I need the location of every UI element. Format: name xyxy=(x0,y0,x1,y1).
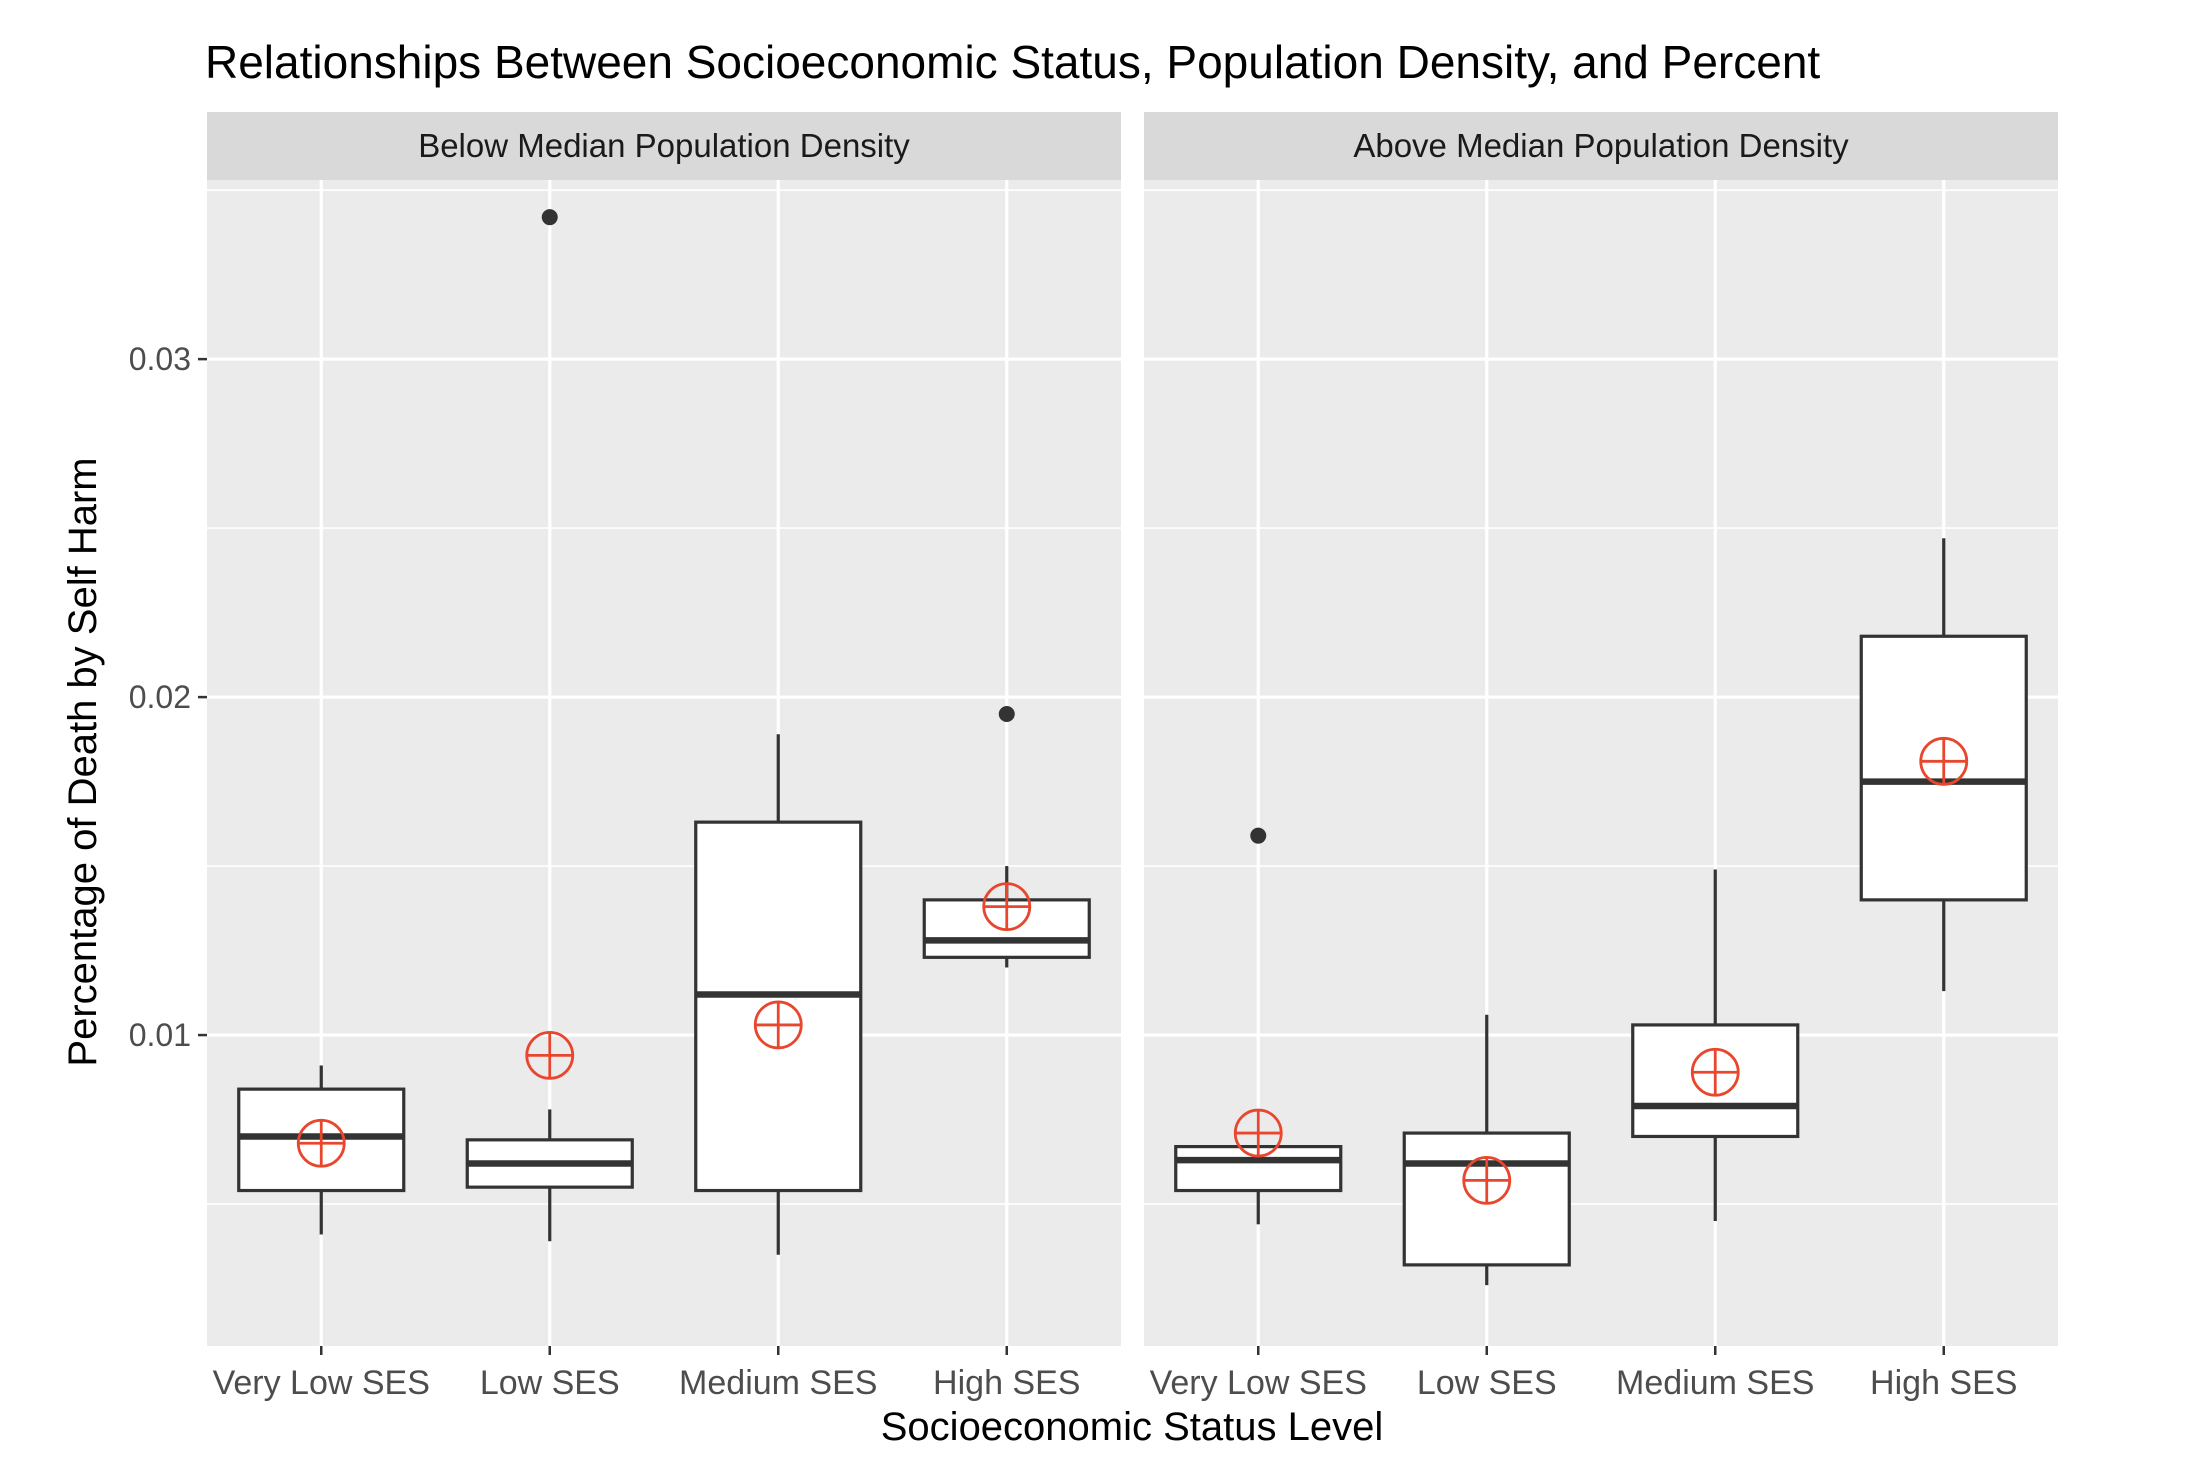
y-tick-label: 0.03 xyxy=(129,341,191,377)
mean-marker xyxy=(982,882,1032,932)
box-very-low-ses xyxy=(1174,827,1343,1225)
outlier-point xyxy=(998,705,1015,722)
x-tick-label: Medium SES xyxy=(1616,1364,1814,1402)
facets-layer: Below Median Population Density Very Low … xyxy=(207,112,2058,1402)
mean-marker xyxy=(1919,736,1969,786)
x-tick-label: Low SES xyxy=(1417,1364,1557,1402)
chart-title: Relationships Between Socioeconomic Stat… xyxy=(205,36,1820,88)
y-axis-title: Percentage of Death by Self Harm xyxy=(61,457,105,1066)
mean-marker xyxy=(525,1030,575,1080)
outlier-point xyxy=(541,209,558,226)
box-high-ses xyxy=(1859,538,2028,992)
y-axis: 0.01 0.02 0.03 xyxy=(129,341,207,1053)
mean-marker xyxy=(1462,1155,1512,1205)
facet-strip-label: Above Median Population Density xyxy=(1353,127,1849,164)
mean-marker xyxy=(753,1000,803,1050)
facet-strip xyxy=(1144,112,2058,180)
x-axis-title: Socioeconomic Status Level xyxy=(881,1405,1384,1449)
facet-strip-label: Below Median Population Density xyxy=(418,127,910,164)
x-tick-label: Very Low SES xyxy=(1150,1364,1367,1402)
facet-panel-2: Above Median Population Density Very Low … xyxy=(1144,112,2058,1402)
facet-strip xyxy=(207,112,1121,180)
y-tick-label: 0.01 xyxy=(129,1017,191,1053)
box-medium-ses xyxy=(1631,869,1800,1221)
box-medium-ses xyxy=(694,734,863,1255)
box-low-ses xyxy=(1402,1014,1571,1286)
box-very-low-ses xyxy=(237,1065,406,1235)
x-tick-label: Low SES xyxy=(480,1364,620,1402)
facet-panel-1: Below Median Population Density Very Low … xyxy=(207,112,1121,1402)
outlier-point xyxy=(1250,827,1267,844)
box-low-ses xyxy=(465,209,634,1242)
x-tick-label: High SES xyxy=(1870,1364,2017,1402)
mean-marker xyxy=(296,1118,346,1168)
x-tick-label: Medium SES xyxy=(679,1364,877,1402)
mean-marker xyxy=(1690,1047,1740,1097)
x-tick-label: High SES xyxy=(933,1364,1080,1402)
x-tick-label: Very Low SES xyxy=(213,1364,430,1402)
y-tick-label: 0.02 xyxy=(129,679,191,715)
mean-marker xyxy=(1233,1108,1283,1158)
box-high-ses xyxy=(922,705,1091,968)
